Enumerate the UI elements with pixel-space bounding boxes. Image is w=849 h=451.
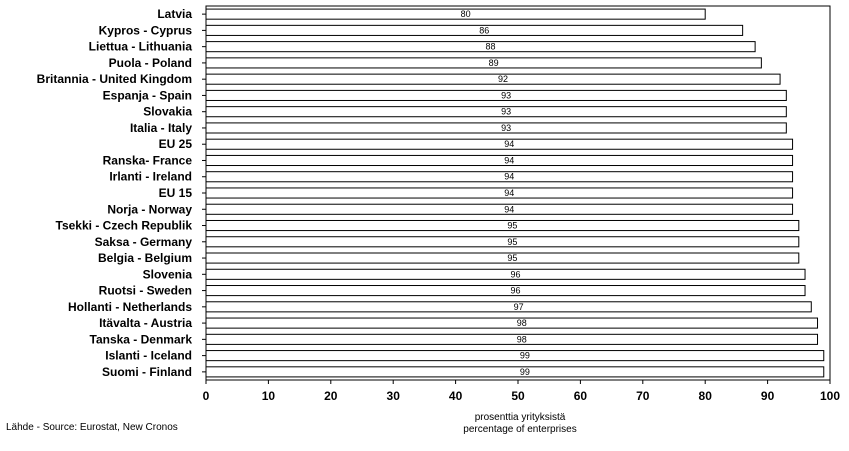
data-label: 95 — [507, 253, 517, 263]
bar — [205, 89, 787, 101]
source-note: Lähde - Source: Eurostat, New Cronos — [6, 422, 178, 433]
data-label: 99 — [520, 367, 530, 377]
data-label: 94 — [504, 204, 514, 214]
category-label: Ranska- France — [103, 153, 193, 167]
bar — [205, 138, 794, 150]
x-tick-label: 70 — [636, 389, 650, 403]
category-label: Italia - Italy — [130, 121, 192, 135]
bar — [205, 24, 744, 36]
x-tick-label: 60 — [574, 389, 588, 403]
data-label: 96 — [511, 286, 521, 296]
data-label: 98 — [517, 334, 527, 344]
data-label: 95 — [507, 237, 517, 247]
bar — [205, 203, 794, 215]
data-label: 96 — [511, 269, 521, 279]
x-tick-label: 0 — [203, 389, 210, 403]
bar — [205, 252, 800, 264]
category-label: Irlanti - Ireland — [109, 170, 192, 184]
data-label: 94 — [504, 172, 514, 182]
bar — [205, 366, 825, 378]
bar — [205, 350, 825, 362]
bar — [205, 8, 706, 20]
category-label: Puola - Poland — [109, 56, 192, 70]
data-label: 80 — [461, 9, 471, 19]
x-tick-label: 100 — [820, 389, 840, 403]
category-label: Espanja - Spain — [103, 88, 192, 102]
category-label: Suomi - Finland — [102, 365, 192, 379]
category-label: Tsekki - Czech Republik — [56, 219, 193, 233]
category-label: Slovakia — [143, 105, 192, 119]
data-label: 93 — [501, 90, 511, 100]
bar — [205, 154, 794, 167]
bar — [205, 57, 762, 69]
bar — [205, 268, 806, 280]
bar — [205, 187, 794, 199]
bar — [205, 317, 819, 329]
data-label: 86 — [479, 25, 489, 35]
bar — [205, 333, 819, 345]
bar — [205, 41, 756, 53]
data-label: 93 — [501, 123, 511, 133]
data-label: 88 — [486, 42, 496, 52]
bar — [205, 171, 794, 183]
category-label: EU 15 — [159, 186, 193, 200]
data-label: 97 — [514, 302, 524, 312]
bar — [205, 106, 787, 118]
data-label: 94 — [504, 139, 514, 149]
bar — [205, 122, 787, 134]
category-label: Tanska - Denmark — [90, 332, 193, 346]
x-tick-label: 10 — [262, 389, 276, 403]
category-label: Islanti - Iceland — [105, 349, 192, 363]
x-tick-label: 90 — [761, 389, 775, 403]
category-label: Saksa - Germany — [95, 235, 193, 249]
data-label: 98 — [517, 318, 527, 328]
x-tick-label: 40 — [449, 389, 463, 403]
data-label: 89 — [489, 58, 499, 68]
category-label: Belgia - Belgium — [98, 251, 192, 265]
category-label: Liettua - Lithuania — [89, 40, 193, 54]
bar — [205, 236, 800, 248]
bar — [205, 219, 800, 232]
data-label: 94 — [504, 155, 514, 165]
category-label: Itävalta - Austria — [99, 316, 192, 330]
x-axis-label-english: percentage of enterprises — [463, 424, 577, 435]
data-label: 95 — [507, 221, 517, 231]
category-label: EU 25 — [159, 137, 193, 151]
data-label: 99 — [520, 351, 530, 361]
bar — [205, 301, 812, 313]
data-label: 92 — [498, 74, 508, 84]
data-label: 93 — [501, 107, 511, 117]
bar — [205, 285, 806, 297]
category-label: Ruotsi - Sweden — [99, 284, 192, 298]
x-tick-label: 20 — [324, 389, 338, 403]
data-label: 94 — [504, 188, 514, 198]
x-axis-label-finnish: prosenttia yrityksistä — [474, 412, 566, 423]
category-label: Kypros - Cyprus — [99, 23, 193, 37]
bar — [205, 73, 781, 85]
category-label: Britannia - United Kingdom — [37, 72, 192, 86]
x-tick-label: 80 — [699, 389, 713, 403]
category-label: Hollanti - Netherlands — [68, 300, 192, 314]
x-tick-label: 30 — [387, 389, 401, 403]
category-label: Slovenia — [143, 267, 193, 281]
category-label: Latvia — [157, 7, 192, 21]
x-tick-label: 50 — [511, 389, 525, 403]
category-label: Norja - Norway — [107, 202, 192, 216]
